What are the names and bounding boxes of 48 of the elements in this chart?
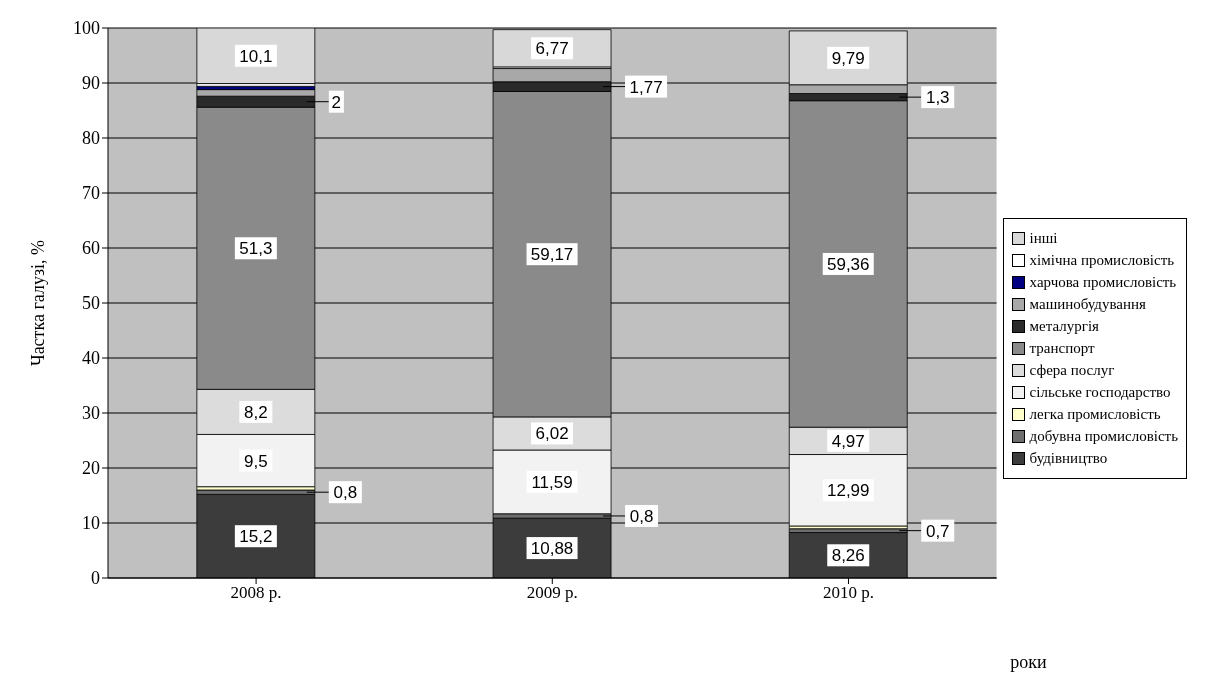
legend-label: сільське господарство [1029, 383, 1171, 401]
data-label: 51,3 [239, 239, 273, 259]
y-tick-label: 60 [82, 238, 100, 259]
legend-label: добувна промисловість [1029, 427, 1178, 445]
data-label: 59,36 [826, 254, 870, 274]
data-label: 59,17 [530, 245, 574, 265]
x-tick-label: 2009 р. [526, 583, 578, 603]
x-tick-label: 2010 р. [822, 583, 874, 603]
data-label: 10,1 [239, 46, 273, 66]
legend-label: легка промисловість [1029, 405, 1161, 423]
legend-label: транспорт [1029, 339, 1095, 357]
y-tick-label: 80 [82, 128, 100, 149]
y-tick-label: 30 [82, 403, 100, 424]
y-tick-label: 40 [82, 348, 100, 369]
x-axis-title: роки [1010, 652, 1047, 672]
y-tick-label: 50 [82, 293, 100, 314]
y-axis-title: Частка галузі, % [28, 239, 49, 367]
y-tick-label: 20 [82, 458, 100, 479]
data-label: 9,79 [831, 48, 865, 68]
data-label: 2 [331, 92, 342, 112]
data-label: 8,26 [831, 546, 865, 566]
data-label: 11,59 [531, 472, 573, 492]
legend-label: будівництво [1029, 449, 1108, 467]
data-label: 15,2 [239, 527, 273, 547]
legend-label: сфера послуг [1029, 361, 1115, 379]
data-label: 0,8 [333, 483, 358, 503]
x-tick-label: 2008 р. [230, 583, 282, 603]
data-label: 8,2 [244, 402, 268, 422]
data-label: 0,8 [629, 506, 654, 526]
legend-label: хімічна промисловість [1029, 251, 1175, 269]
data-label: 6,77 [535, 39, 569, 59]
data-label: 0,7 [925, 521, 950, 541]
data-label: 9,5 [244, 451, 268, 471]
y-tick-label: 90 [82, 73, 100, 94]
y-tick-label: 10 [82, 513, 100, 534]
y-tick-label: 100 [73, 18, 100, 39]
data-label: 1,3 [925, 88, 950, 108]
data-label: 12,99 [826, 481, 870, 501]
legend-label: харчова промисловість [1029, 273, 1177, 291]
y-tick-label: 70 [82, 183, 100, 204]
data-label: 10,88 [530, 539, 574, 559]
legend-label: інші [1029, 229, 1058, 247]
data-label: 4,97 [831, 431, 865, 451]
data-label: 6,02 [535, 424, 569, 444]
legend-label: машинобудування [1029, 295, 1146, 313]
data-label: 1,77 [629, 77, 663, 97]
y-tick-label: 0 [91, 568, 100, 589]
legend-label: металургія [1029, 317, 1099, 335]
